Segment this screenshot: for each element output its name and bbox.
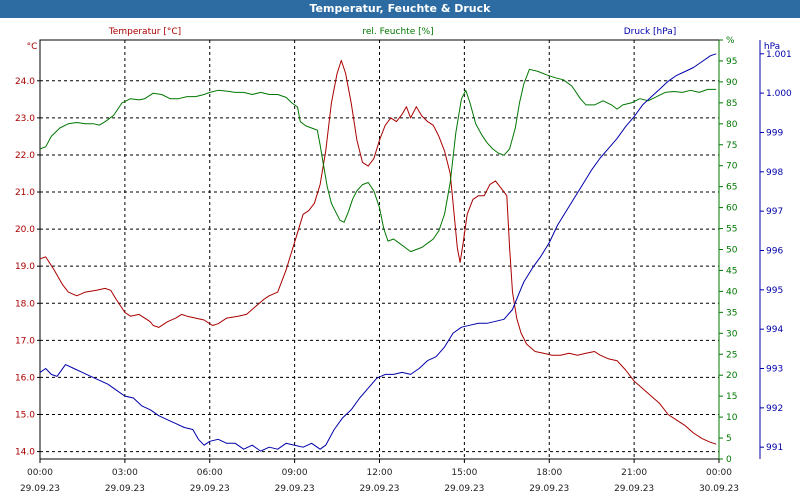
chart-title: Temperatur, Feuchte & Druck bbox=[0, 0, 800, 18]
temp-tick-label: 18.0 bbox=[15, 299, 35, 309]
x-tick-label-time: 15:00 bbox=[451, 468, 477, 478]
humidity-tick-label: 25 bbox=[726, 350, 737, 360]
humidity-tick-label: 40 bbox=[726, 287, 738, 297]
x-tick-label-time: 18:00 bbox=[536, 468, 562, 478]
x-tick-label-date: 29.09.23 bbox=[20, 484, 60, 494]
humidity-tick-label: 55 bbox=[726, 225, 737, 235]
humidity-tick-label: 20 bbox=[726, 371, 738, 381]
temp-tick-label: 21.0 bbox=[15, 188, 35, 198]
pressure-tick-label: 991 bbox=[766, 443, 783, 453]
humidity-series-line bbox=[39, 68, 717, 253]
temp-tick-label: 15.0 bbox=[15, 411, 35, 421]
humidity-tick-label: 75 bbox=[726, 141, 737, 151]
humidity-tick-label: 50 bbox=[726, 246, 738, 256]
x-tick-label-date: 29.09.23 bbox=[444, 484, 484, 494]
x-tick-label-time: 09:00 bbox=[282, 468, 308, 478]
humidity-tick-label: 10 bbox=[726, 413, 738, 423]
series-lines bbox=[39, 53, 717, 452]
pressure-tick-label: 999 bbox=[766, 128, 783, 138]
humidity-tick-label: 80 bbox=[726, 120, 738, 130]
humidity-tick-label: 95 bbox=[726, 57, 737, 67]
temp-tick-label: 14.0 bbox=[15, 448, 35, 458]
temp-tick-label: 19.0 bbox=[15, 262, 35, 272]
pressure-tick-label: 994 bbox=[766, 325, 783, 335]
humidity-tick-label: 60 bbox=[726, 204, 738, 214]
legend-temperature: Temperatur [°C] bbox=[108, 27, 181, 37]
temp-tick-label: 23.0 bbox=[15, 114, 35, 124]
legend-humidity: rel. Feuchte [%] bbox=[362, 27, 433, 37]
temp-tick-label: 24.0 bbox=[15, 77, 35, 87]
x-tick-label-time: 00:00 bbox=[27, 468, 53, 478]
x-tick-label-time: 21:00 bbox=[621, 468, 647, 478]
pressure-tick-label: 1.000 bbox=[766, 89, 792, 99]
humidity-tick-label: 30 bbox=[726, 329, 738, 339]
pressure-tick-label: 992 bbox=[766, 404, 783, 414]
humidity-tick-label: 35 bbox=[726, 308, 737, 318]
temperature-series-line bbox=[39, 59, 717, 445]
pressure-tick-label: 998 bbox=[766, 168, 783, 178]
x-tick-label-date: 29.09.23 bbox=[614, 484, 654, 494]
humidity-tick-label: 70 bbox=[726, 162, 738, 172]
pressure-tick-label: 1.001 bbox=[766, 50, 792, 60]
temp-tick-label: 20.0 bbox=[15, 225, 35, 235]
pressure-unit-label: hPa bbox=[764, 42, 780, 52]
grid-lines bbox=[40, 40, 719, 459]
pressure-tick-label: 997 bbox=[766, 207, 783, 217]
x-tick-label-time: 06:00 bbox=[197, 468, 223, 478]
x-tick-label-date: 29.09.23 bbox=[105, 484, 145, 494]
humidity-tick-label: 90 bbox=[726, 78, 738, 88]
axis-labels: 00:00 29.09.23 03:00 29.09.23 06:00 29.09.23 0… bbox=[15, 27, 792, 494]
temp-unit-label: °C bbox=[27, 42, 38, 52]
humidity-tick-label: 5 bbox=[726, 434, 732, 444]
x-tick-label-date: 30.09.23 bbox=[699, 484, 739, 494]
humidity-tick-label: 85 bbox=[726, 99, 737, 109]
x-tick-label-time: 00:00 bbox=[706, 468, 732, 478]
humidity-tick-label: % bbox=[726, 36, 735, 46]
x-tick-label-date: 29.09.23 bbox=[359, 484, 399, 494]
humidity-tick-label: 45 bbox=[726, 266, 737, 276]
humidity-tick-label: 15 bbox=[726, 392, 737, 402]
temp-tick-label: 16.0 bbox=[15, 373, 35, 383]
pressure-tick-label: 996 bbox=[766, 246, 783, 256]
axes bbox=[37, 39, 764, 463]
x-tick-label-date: 29.09.23 bbox=[190, 484, 230, 494]
x-tick-label-date: 29.09.23 bbox=[529, 484, 569, 494]
humidity-tick-label: 65 bbox=[726, 183, 737, 193]
legend-pressure: Druck [hPa] bbox=[624, 27, 677, 37]
pressure-tick-label: 993 bbox=[766, 365, 783, 375]
humidity-tick-label: 0 bbox=[726, 455, 732, 465]
x-tick-label-date: 29.09.23 bbox=[275, 484, 315, 494]
x-tick-label-time: 12:00 bbox=[367, 468, 393, 478]
temp-tick-label: 17.0 bbox=[15, 336, 35, 346]
pressure-tick-label: 995 bbox=[766, 286, 783, 296]
x-tick-label-time: 03:00 bbox=[112, 468, 138, 478]
pressure-series-line bbox=[39, 53, 717, 452]
temp-tick-label: 22.0 bbox=[15, 151, 35, 161]
